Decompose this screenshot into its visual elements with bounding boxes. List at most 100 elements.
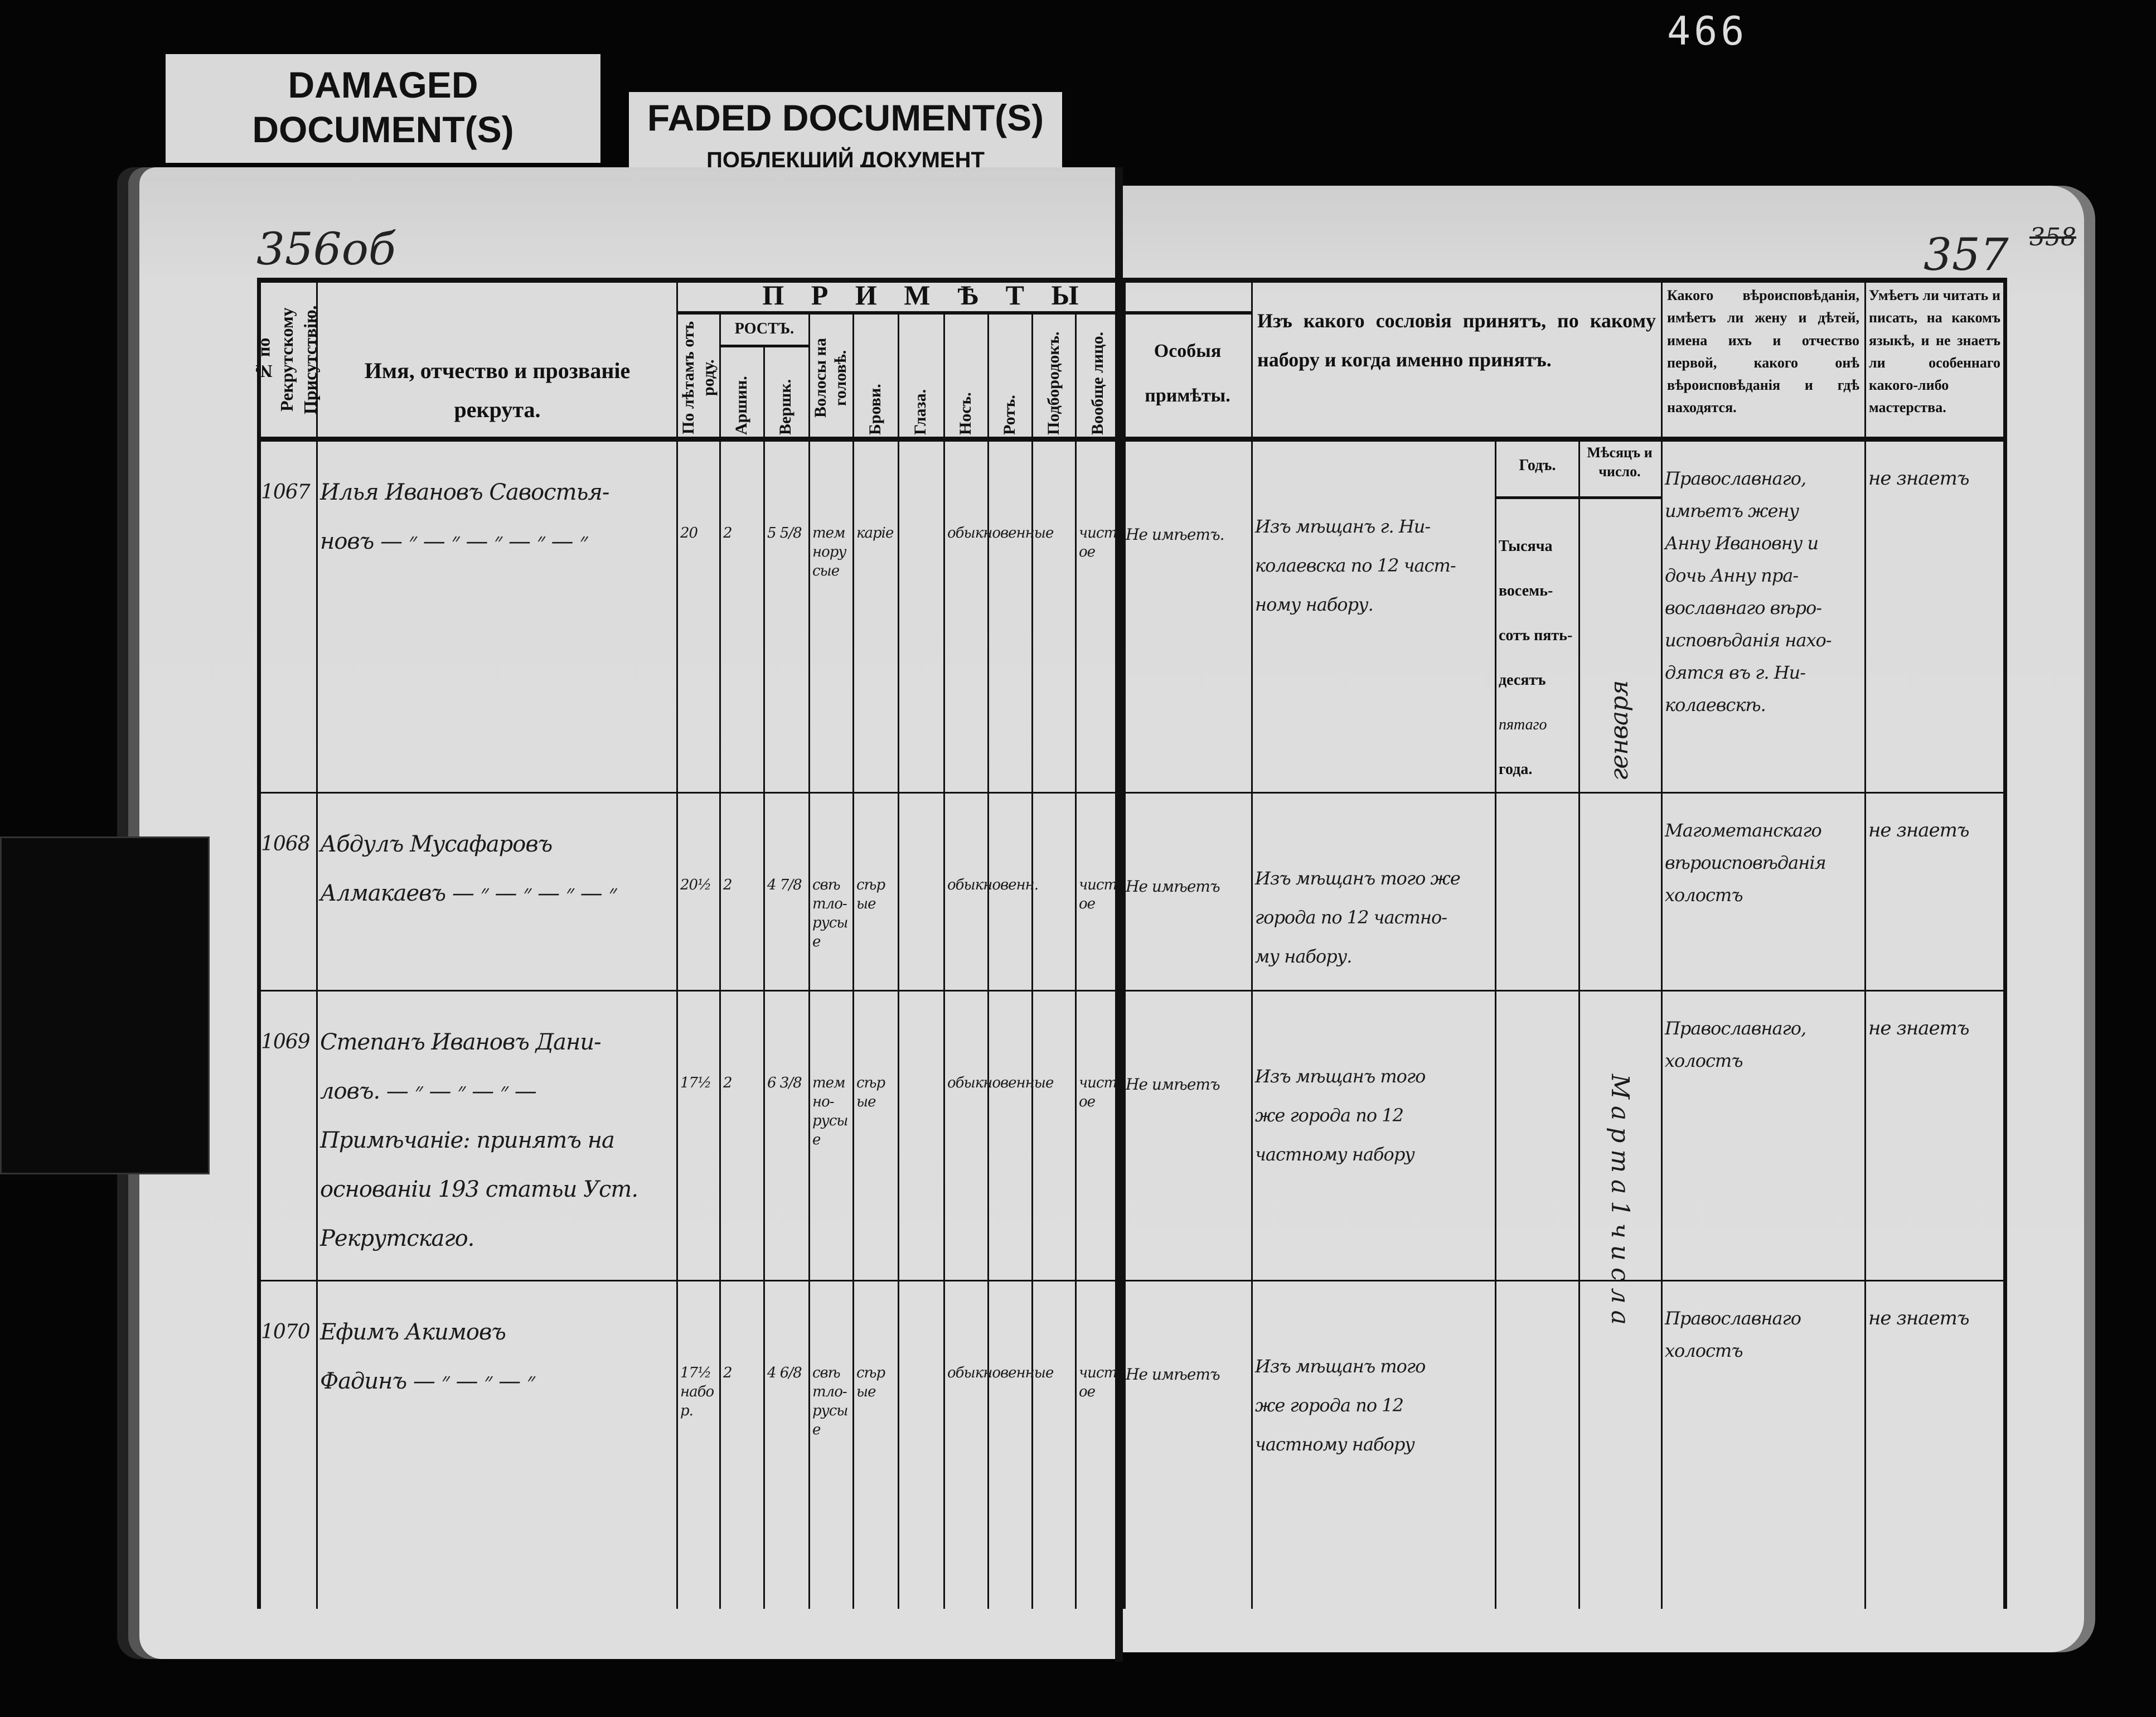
column-divider [1251,278,1253,1609]
cell-features: обыкновенные [947,1075,1054,1091]
header-primety: П Р И М Ѣ Т Ы [762,279,1089,311]
cell-religion: Православнаго холостъ [1665,1308,1801,1361]
cell-hair: темно- русые [812,1075,848,1148]
header-origin: Изъ какого сословія принятъ, по какому н… [1257,309,1656,371]
left-page [139,167,1118,1659]
struck-folio-number: 358 [2029,223,2076,251]
cell-special: Не имѣетъ [1126,1075,1220,1094]
cell-literacy: не знаетъ [1868,1017,1970,1039]
header-special: Особыя примѣты. [1145,341,1230,406]
cell-age: 17½ [680,1075,711,1091]
table-top-border [257,278,2003,283]
cell-arshin: 2 [723,877,733,893]
cell-brows: сѣрые [856,877,885,912]
cell-special: Не имѣетъ [1126,1365,1220,1384]
cell-vershok: 6 3/8 [767,1075,802,1091]
column-divider [1075,312,1077,1609]
cell-name: Ефимъ Акимовъ Фадинъ — ״ — ״ — ״ [320,1319,535,1394]
cell-literacy: не знаетъ [1868,1307,1970,1329]
header-age: По лѣтамъ отъ роду. [679,321,718,435]
cell-literacy: не знаетъ [1868,467,1970,490]
year-line-3: сотъ пять- [1499,627,1573,644]
column-divider [257,278,261,1609]
header-mouth: Ротъ. [1000,395,1019,435]
column-divider [808,312,810,1609]
header-rost: РОСТЪ. [734,320,794,337]
cell-hair: свѣтло- русые [812,1365,848,1438]
cell-age: 20 [680,525,698,541]
right-folio-number: 357 [1924,229,2009,280]
header-year: Годъ. [1519,457,1556,474]
column-divider [316,278,318,1609]
cell-religion: Православнаго, холостъ [1665,1018,1806,1071]
cell-vershok: 4 6/8 [767,1365,802,1381]
column-divider [1661,278,1663,1609]
column-divider [1864,278,1866,1609]
column-divider [1031,312,1033,1609]
year-line-4: десятъ [1499,671,1546,689]
header-bottom-border [257,437,2003,442]
cell-vershok: 4 7/8 [767,877,802,893]
header-vershok: Вершк. [776,379,794,435]
cell-face: чистое [1079,525,1117,560]
black-tab [0,836,210,1174]
faded-label-en: FADED DOCUMENT(S) [647,97,1044,138]
cell-origin: Изъ мѣщанъ того же города по 12 частному… [1255,1066,1426,1165]
header-hair: Волосы на головѣ. [811,338,850,418]
header-arshin: Аршин. [731,376,750,435]
year-month-underline [1495,496,1661,499]
header-nose: Носъ. [956,392,975,435]
cell-face: чистое [1079,1365,1117,1400]
cell-number: 1070 [261,1321,311,1343]
year-line-6: года. [1499,761,1533,778]
cell-origin: Изъ мѣщанъ того же города по 12 частно- … [1255,868,1461,967]
column-divider [1578,440,1580,1609]
faded-document-label: FADED DOCUMENT(S) ПОБЛЕКШИЙ ДОКУМЕНТ [629,92,1062,176]
cell-age: 20½ [680,877,711,893]
column-divider [987,312,989,1609]
column-divider [1122,278,1126,1609]
cell-religion: Магометанскаго вѣроисповѣданія холостъ [1665,820,1826,906]
cell-origin: Изъ мѣщанъ того же города по 12 частному… [1255,1356,1426,1455]
cell-name: Абдулъ Мусафаровъ Алмакаевъ — ״ — ״ — ״ … [320,831,617,906]
month-row-1: генваря [1605,680,1634,781]
column-divider [943,312,945,1609]
damaged-document-label: DAMAGED DOCUMENT(S) [166,54,600,163]
column-divider [898,312,899,1609]
cell-brows: сѣрые [856,1365,885,1400]
header-number: № по Рекрутскому Присутствію. [253,305,320,414]
cell-arshin: 2 [723,525,733,541]
cell-name: Илья Ивановъ Савостья- новъ — ״ — ״ — ״ … [320,480,609,554]
column-divider [763,346,765,1609]
column-divider [2003,278,2007,1609]
cell-face: чистое [1079,1075,1117,1110]
left-folio-number: 356об [256,223,396,275]
year-line-1: Тысяча [1499,538,1553,555]
header-literacy: Умѣетъ ли читать и писать, на какомъ язы… [1869,287,2000,416]
column-divider [676,278,678,1609]
header-month: Мѣсяцъ и число. [1587,444,1653,480]
header-face: Вообще лицо. [1088,331,1107,435]
cell-features: обыкновенные [947,1365,1054,1381]
cell-number: 1069 [261,1031,311,1053]
cell-name: Степанъ Ивановъ Дани- ловъ. — ״ — ״ — ״ … [320,1029,638,1251]
header-religion: Какого вѣроисповѣданія, имѣетъ ли жену и… [1667,287,1859,416]
cell-religion: Православнаго, имѣетъ жену Анну Ивановну… [1665,468,1832,715]
row-divider [257,990,2003,991]
year-line-2: восемь- [1499,582,1553,599]
cell-brows: карiе [856,525,894,541]
cell-number: 1068 [261,833,311,855]
cell-age: 17½ набор. [680,1365,714,1419]
year-printed: Тысяча восемь- сотъ пять- десятъ пятаго … [1499,524,1577,792]
row-divider [257,792,2003,794]
header-name: Имя, отчество и прозваніе рекрута. [364,358,631,422]
cell-hair: темнорусые [812,525,847,579]
cell-literacy: не знаетъ [1868,819,1970,841]
cell-hair: свѣтло- русые [812,877,848,950]
book-spine [1115,167,1123,1662]
cell-vershok: 5 5/8 [767,525,802,541]
year-handwritten-2: таго [1514,716,1547,733]
column-divider [852,312,854,1609]
cell-special: Не имѣетъ [1126,877,1220,896]
cell-brows: сѣрые [856,1075,885,1110]
